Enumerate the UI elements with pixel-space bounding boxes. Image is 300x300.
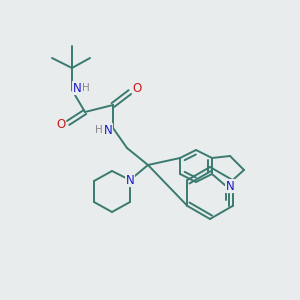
Text: N: N	[73, 82, 81, 94]
Text: O: O	[56, 118, 66, 131]
Text: H: H	[82, 83, 90, 93]
Text: N: N	[126, 173, 134, 187]
Text: O: O	[132, 82, 142, 94]
Text: N: N	[103, 124, 112, 136]
Text: N: N	[226, 179, 234, 193]
Text: H: H	[95, 125, 103, 135]
